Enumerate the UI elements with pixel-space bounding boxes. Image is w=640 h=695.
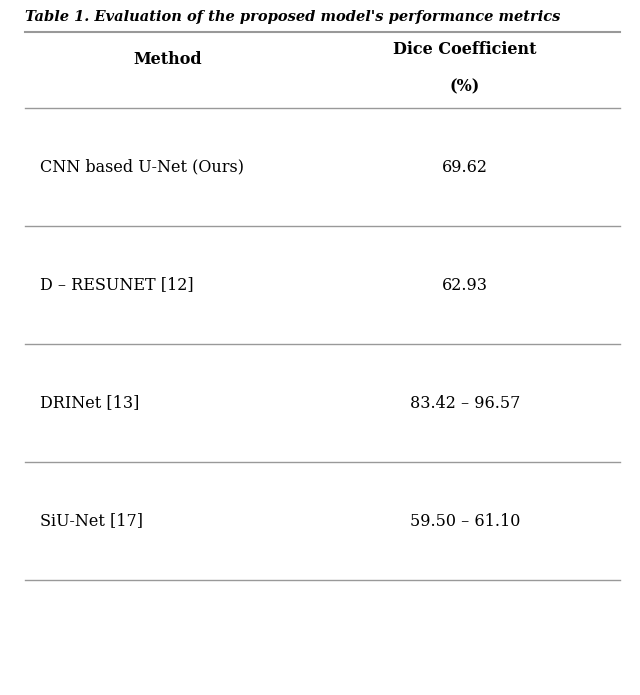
Text: 69.62: 69.62	[442, 158, 488, 176]
Text: 62.93: 62.93	[442, 277, 488, 293]
Text: 59.50 – 61.10: 59.50 – 61.10	[410, 512, 520, 530]
Text: 83.42 – 96.57: 83.42 – 96.57	[410, 395, 520, 411]
Text: SiU-Net [17]: SiU-Net [17]	[40, 512, 143, 530]
Text: D – RESUNET [12]: D – RESUNET [12]	[40, 277, 194, 293]
Text: Table 1. Evaluation of the proposed model's performance metrics: Table 1. Evaluation of the proposed mode…	[25, 10, 561, 24]
Text: (%): (%)	[450, 78, 480, 95]
Text: Method: Method	[133, 51, 202, 69]
Text: CNN based U-Net (Ours): CNN based U-Net (Ours)	[40, 158, 244, 176]
Text: Dice Coefficient: Dice Coefficient	[393, 41, 537, 58]
Text: DRINet [13]: DRINet [13]	[40, 395, 140, 411]
